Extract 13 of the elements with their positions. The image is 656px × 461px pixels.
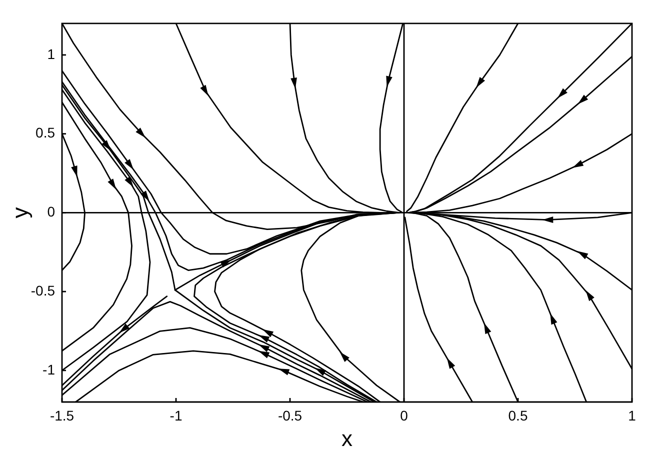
- x-axis-title: x: [342, 426, 352, 451]
- x-tick-label: 0: [400, 407, 408, 424]
- y-axis-title: y: [7, 207, 32, 218]
- x-tick-label: -1: [170, 407, 182, 424]
- y-tick-label: 0.5: [36, 124, 56, 141]
- x-tick-label: 1: [628, 407, 636, 424]
- x-tick-label: -0.5: [278, 407, 302, 424]
- y-tick-label: -1: [42, 361, 56, 378]
- y-tick-label: -0.5: [30, 282, 56, 298]
- x-tick-label: -1.5: [50, 407, 74, 424]
- y-tick-label: 1: [47, 46, 56, 62]
- x-tick-label: 0.5: [508, 407, 528, 424]
- y-tick-label: 0: [47, 204, 56, 220]
